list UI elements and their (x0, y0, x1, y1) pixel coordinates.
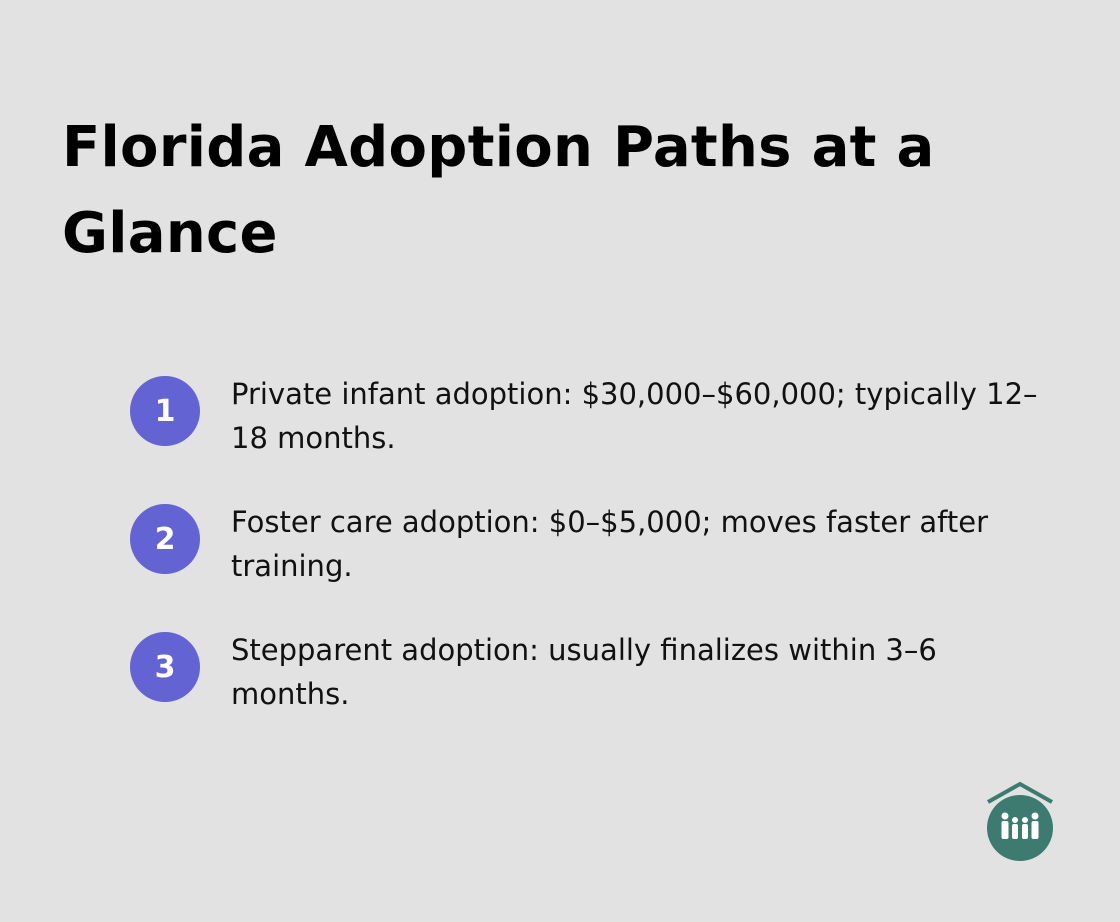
logo (987, 781, 1053, 861)
item-text: Stepparent adoption: usually finalizes w… (231, 633, 937, 711)
item-number: 2 (130, 504, 200, 574)
logo-circle (987, 795, 1053, 861)
logo-figures (1001, 812, 1039, 839)
list-item: 2 Foster care adoption: $0–$5,000; moves … (130, 500, 1060, 600)
list-item: 1 Private infant adoption: $30,000–$60,00… (130, 372, 1060, 472)
item-number: 3 (130, 632, 200, 702)
item-text: Foster care adoption: $0–$5,000; moves f… (231, 505, 989, 583)
title: Florida Adoption Paths at a Glance (62, 115, 935, 266)
logo-roof (987, 781, 1053, 804)
item-text: Private infant adoption: $30,000–$60,000… (231, 377, 1038, 455)
list-item: 3 Stepparent adoption: usually finalizes … (130, 628, 1060, 728)
item-number: 1 (130, 376, 200, 446)
